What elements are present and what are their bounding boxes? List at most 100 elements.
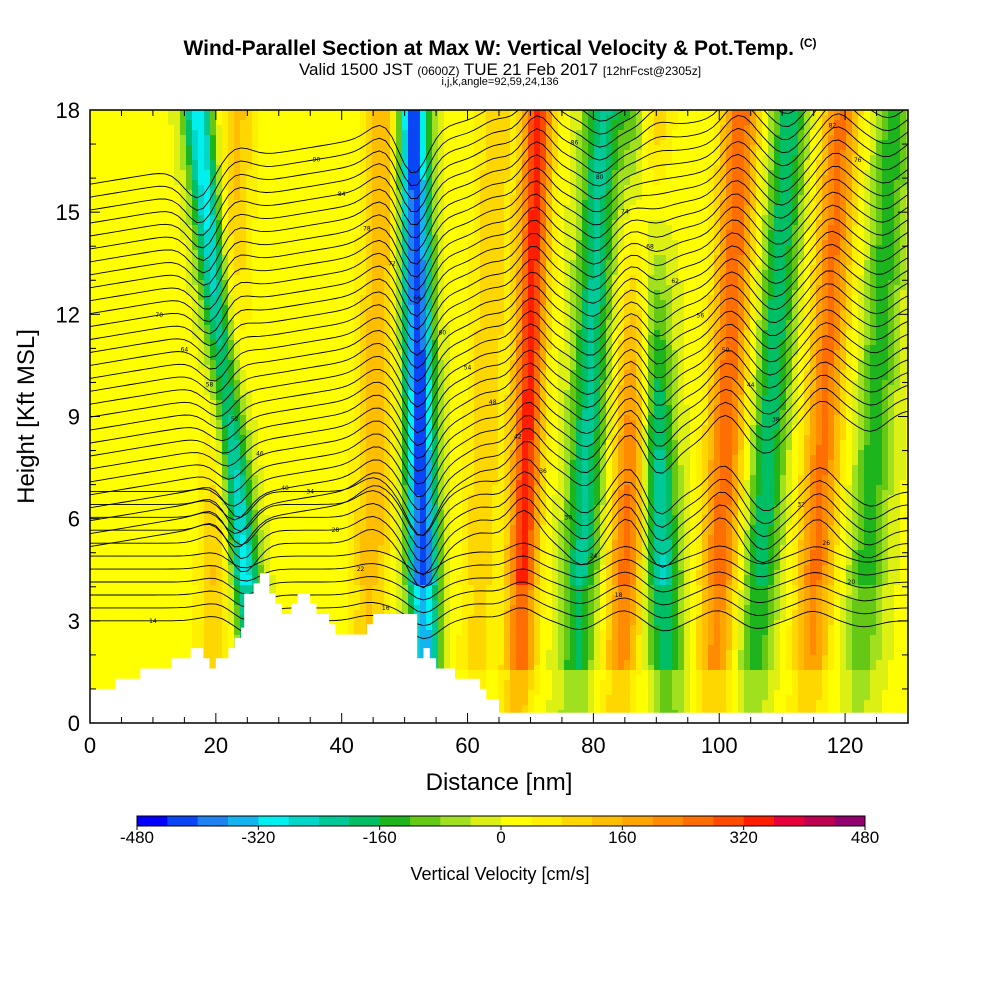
chart-title-text: Wind-Parallel Section at Max W: Vertical… (183, 37, 794, 60)
colorbar-bin (379, 816, 411, 826)
forecast-info: [12hrFcst@2305z] (602, 64, 702, 78)
theta-contour-line (90, 178, 908, 335)
theta-contour-line (90, 458, 908, 537)
theta-contour-line (90, 296, 908, 444)
valid-date: TUE 21 Feb 2017 (463, 60, 599, 79)
theta-contour-line (90, 110, 905, 249)
colorbar-bin (652, 816, 684, 826)
x-tick-label: 100 (701, 733, 738, 758)
colorbar-bin (834, 816, 866, 826)
theta-contour-label: 58 (206, 381, 214, 388)
grid-indices: i,j,k,angle=92,59,24,136 (441, 76, 559, 88)
theta-contour-label: 30 (564, 514, 572, 521)
theta-contour-label: 80 (596, 174, 604, 181)
theta-contour-line (90, 496, 908, 576)
theta-contour-label: 34 (306, 488, 314, 495)
theta-contour-line (90, 374, 908, 522)
theta-contour-label: 32 (797, 501, 805, 508)
theta-contour-line (90, 217, 908, 370)
theta-contour-label: 60 (439, 330, 447, 337)
theta-contour-label: 22 (357, 566, 365, 573)
theta-contour-label: 62 (671, 278, 679, 285)
theta-contour-line (90, 243, 908, 394)
colorbar-bin (531, 816, 562, 826)
theta-contour-line (90, 400, 908, 548)
theta-contour-line (90, 594, 908, 627)
y-tick-label: 0 (68, 711, 80, 736)
theta-contour-line (90, 204, 908, 358)
zulu-time: (0600Z) (417, 64, 460, 78)
theta-contour-line (90, 322, 908, 470)
theta-contour-line (90, 126, 908, 286)
theta-contour-label: 16 (382, 605, 390, 612)
theta-contour-label: 92 (546, 105, 554, 112)
theta-contour-label: 40 (281, 485, 289, 492)
colorbar-bin (592, 816, 623, 826)
colorbar-tick-label: -480 (120, 828, 154, 847)
theta-contour-line (90, 348, 908, 496)
theta-contour-label: 74 (621, 209, 629, 216)
theta-contour-label: 50 (722, 347, 730, 354)
colorbar-bin (470, 816, 502, 826)
x-tick-label: 0 (84, 733, 96, 758)
y-tick-label: 12 (56, 302, 80, 327)
theta-contour-line (90, 110, 808, 236)
theta-contour-line (90, 335, 908, 483)
theta-contour-label: 18 (615, 592, 623, 599)
theta-contour-label: 44 (747, 382, 755, 389)
theta-contour-label: 26 (822, 540, 830, 547)
x-tick-label: 120 (827, 733, 864, 758)
colorbar-bin (349, 816, 380, 826)
theta-contour-label: 48 (489, 399, 497, 406)
theta-contour-label: 20 (848, 579, 856, 586)
theta-contour-line (90, 110, 908, 262)
theta-contour-label: 88 (804, 88, 812, 95)
colorbar-tick-label: 320 (729, 828, 757, 847)
colorbar-bin (167, 816, 198, 826)
theta-contour-label: 66 (413, 295, 421, 302)
theta-contour-line (90, 361, 908, 509)
theta-contour-label: 46 (256, 451, 264, 458)
theta-contour-line (90, 270, 908, 418)
y-tick-label: 3 (68, 609, 80, 634)
colorbar-tick-label: -160 (363, 828, 397, 847)
colorbar-bin (319, 816, 350, 826)
theta-contour-label: 28 (332, 527, 340, 534)
copyright-mark: (C) (799, 36, 817, 50)
theta-contour-label: 38 (772, 416, 780, 423)
vertical-velocity-field (90, 110, 908, 723)
x-tick-label: 40 (329, 733, 353, 758)
x-tick-label: 20 (204, 733, 228, 758)
theta-contour-line (90, 471, 908, 550)
theta-contour-line (90, 607, 908, 640)
theta-contour-label: 72 (388, 260, 396, 267)
colorbar-bin (804, 816, 835, 826)
theta-contour-label: 68 (646, 243, 654, 250)
y-axis-label: Height [Kft MSL] (13, 329, 40, 504)
theta-contour-line (90, 283, 908, 431)
colorbar-bin (774, 816, 805, 826)
theta-contour-line (90, 388, 908, 535)
theta-contour-line (90, 110, 626, 199)
theta-contour-label: 86 (571, 139, 579, 146)
colorbar-bin (501, 816, 532, 826)
theta-contour-line (90, 542, 908, 575)
theta-contour-label: 78 (363, 226, 371, 233)
theta-contour-label: 90 (313, 156, 321, 163)
chart-header: Wind-Parallel Section at Max W: Vertical… (0, 0, 1000, 100)
theta-contour-line (90, 113, 908, 274)
theta-contour-label: 56 (697, 313, 705, 320)
y-tick-label: 9 (68, 405, 80, 430)
x-tick-label: 60 (455, 733, 479, 758)
theta-contour-label: 24 (590, 553, 598, 560)
theta-contour-label: 64 (181, 347, 189, 354)
colorbar-bin (228, 816, 259, 826)
colorbar: -480 -320 -160 0 160 320 480 Vertical Velocity … (120, 815, 879, 884)
theta-contour-label: 36 (539, 468, 547, 475)
colorbar-bin (713, 816, 744, 826)
y-tick-label: 6 (68, 507, 80, 532)
theta-contour-label: 54 (464, 364, 472, 371)
theta-contour-line (90, 509, 908, 589)
